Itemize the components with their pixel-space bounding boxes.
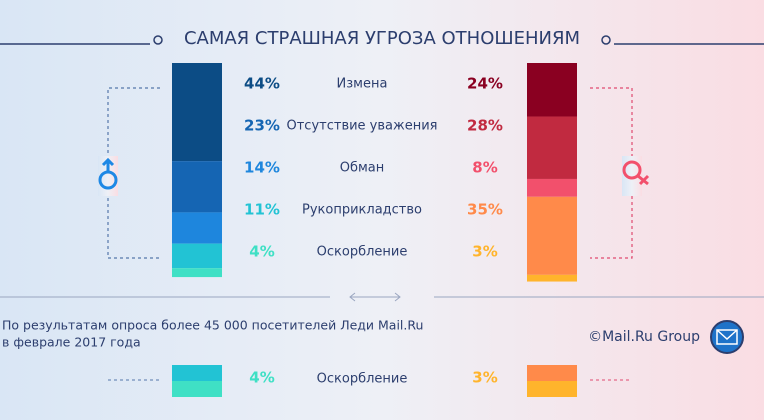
category-label: Измена	[337, 77, 388, 92]
bar-segment	[527, 178, 577, 197]
bar-segment	[527, 365, 577, 381]
bar-segment	[172, 243, 222, 269]
bar-segment	[172, 212, 222, 244]
category-label: Рукоприкладство	[302, 203, 422, 218]
bar-segment	[172, 268, 222, 278]
category-label: Обман	[340, 161, 385, 176]
bar-segment	[527, 63, 577, 117]
value-label: 3%	[472, 243, 497, 261]
male-icon	[98, 157, 118, 190]
mail-icon	[710, 320, 744, 354]
value-label: 24%	[467, 75, 503, 93]
value-label: 14%	[244, 159, 280, 177]
value-label: 44%	[244, 75, 280, 93]
title-ornament	[0, 35, 764, 45]
bar-segment	[527, 274, 577, 282]
footnote: По результатам опроса более 45 000 посет…	[2, 318, 423, 333]
value-label: 4%	[249, 369, 274, 387]
bar-segment	[172, 161, 222, 213]
category-label: Оскорбление	[317, 245, 408, 260]
brand: ©Mail.Ru Group	[588, 329, 700, 345]
category-label: Отсутствие уважения	[287, 119, 438, 134]
value-label: 28%	[467, 117, 503, 135]
category-label: Оскорбление	[317, 372, 408, 387]
value-label: 11%	[244, 201, 280, 219]
value-label: 35%	[467, 201, 503, 219]
bar-segment	[172, 63, 222, 162]
bar-segment	[172, 365, 222, 381]
bar-segment	[172, 381, 222, 397]
female-icon	[622, 160, 650, 186]
bar-segment	[527, 116, 577, 179]
value-label: 23%	[244, 117, 280, 135]
chart-title: САМАЯ СТРАШНАЯ УГРОЗА ОТНОШЕНИЯМ	[184, 28, 580, 49]
men-bracket	[107, 87, 160, 259]
value-label: 8%	[472, 159, 497, 177]
separator-arrows	[349, 292, 401, 302]
bar-segment	[527, 381, 577, 397]
footnote: в феврале 2017 года	[2, 335, 141, 350]
bar-segment	[527, 196, 577, 275]
value-label: 3%	[472, 369, 497, 387]
bracket-gap	[622, 156, 642, 196]
value-label: 4%	[249, 243, 274, 261]
